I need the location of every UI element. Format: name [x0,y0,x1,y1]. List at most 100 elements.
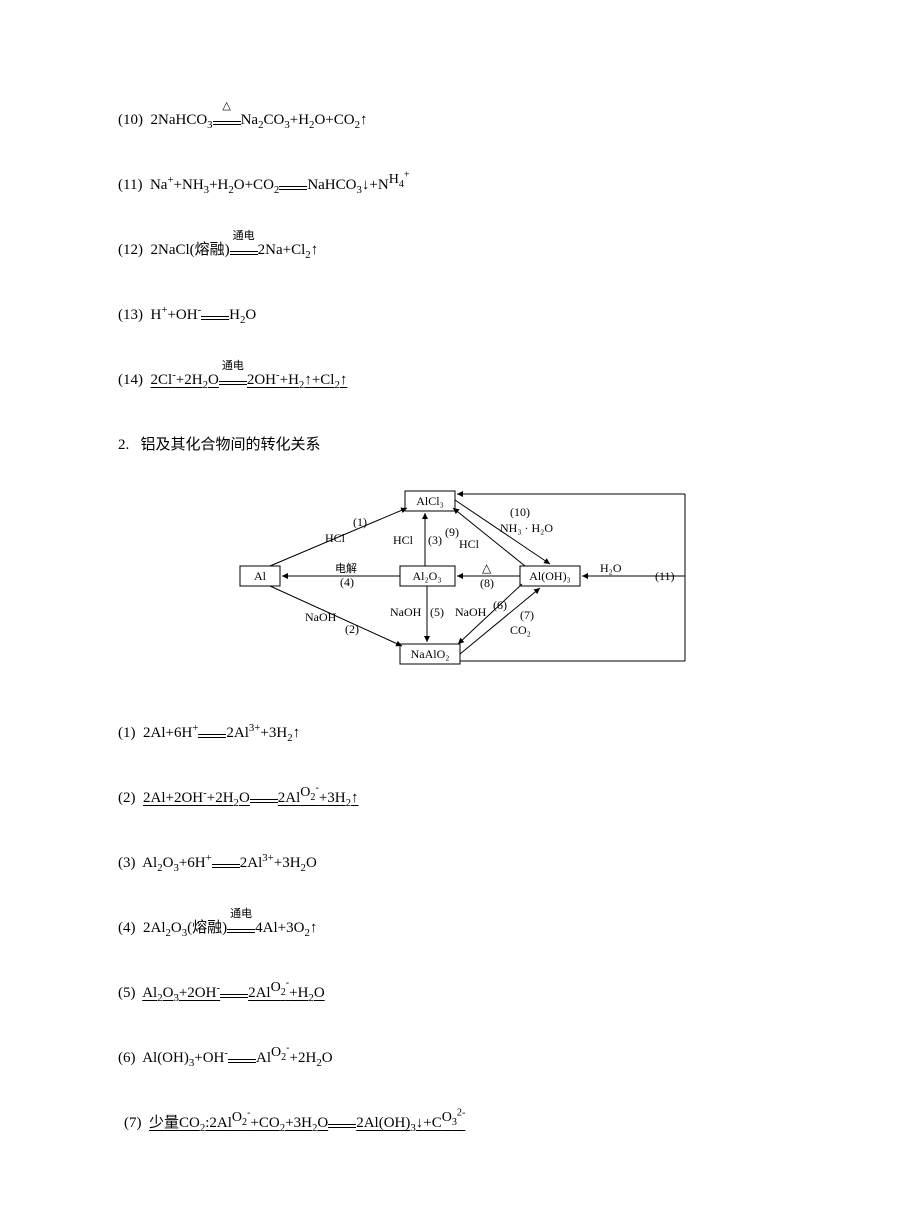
eq-text: 2NaHCO [151,112,208,128]
eq-text: +Cl [312,372,335,388]
aluminum-eq-5: (5) Al2O3+2OH-2AlO2-+H2O [118,983,802,1006]
edge-reagent: △ [482,561,492,575]
eq-sub: 2 [281,1052,286,1063]
eq-text: Al [256,1050,271,1066]
edge-reagent: HCl [459,537,480,551]
eq-text: +2H [290,1050,317,1066]
edge-reagent: H₂O [600,561,622,575]
eq-text: 2NaCl(熔融) [151,242,230,258]
eq-text: Al [142,855,157,871]
eq-number: (1) [118,723,136,744]
eq-text: O+CO [234,177,274,193]
node-aloh3: Al(OH)₃ [529,569,571,583]
edge-reagent: NaOH [390,605,422,619]
eq-text: +2H [176,372,203,388]
eq-text: O [314,985,325,1001]
eq-body: 少量CO2:2AlO2-+CO2+3H2O2Al(OH)3↓+CO32- [149,1115,465,1131]
eq-sup: - [286,977,289,988]
eq-text: 2Al [278,790,301,806]
section-heading: 铝及其化合物间的转化关系 [141,437,321,453]
eq-text: 2Al(OH) [356,1115,410,1131]
eq-text: +3H [274,855,301,871]
edge-label: (3) [428,533,442,547]
eq-text: O [239,790,250,806]
eq-sup: 3+ [249,722,261,734]
eq-text: O [300,785,310,800]
eq-body: Na++NH3+H2O+CO2NaHCO3↓+NH4+ [150,177,410,193]
edge-reagent: NaOH [305,610,337,624]
eq-text: O [271,1045,281,1060]
reaction-arrow [279,177,307,198]
eq-number: (7) [124,1113,142,1134]
eq-text: CO [263,112,284,128]
reaction-arrow [250,790,278,811]
reaction-arrow: 通电 [230,242,258,263]
eq-sup: 3+ [262,852,274,864]
eq-text: 2Al [240,855,263,871]
eq-number: (13) [118,305,143,326]
eq-text: Na [241,112,259,128]
ion-co3: O32- [442,1110,466,1125]
eq-text: +OH [194,1050,224,1066]
eq-sub: 2 [242,1117,247,1128]
edge-reagent: HCl [325,531,346,545]
edge-reagent: CO₂ [510,623,531,637]
eq-text: +3H [285,1115,312,1131]
eq-text: +6H [179,855,206,871]
aluminum-eq-7: (7) 少量CO2:2AlO2-+CO2+3H2O2Al(OH)3↓+CO32- [124,1113,802,1136]
eq-sup: - [247,1107,250,1118]
eq-body: 2Cl-+2H2O通电2OH-+H2↑+Cl2↑ [151,372,348,388]
eq-text: +C [423,1115,441,1131]
reaction-arrow [328,1115,356,1136]
eq-text: 2Al [248,985,271,1001]
reaction-arrow [228,1050,256,1071]
eq-text: 2Al+6H [143,725,192,741]
eq-text: 2OH [247,372,276,388]
gas-arrow-icon: ↑ [304,372,312,388]
reaction-arrow: 通电 [219,372,247,393]
eq-text: 2Al+2OH [143,790,203,806]
eq-prefix-label: 少量CO [149,1115,200,1131]
edge-label: (10) [510,505,530,519]
eq-text: 2Al [226,725,249,741]
eq-text: H [151,307,162,323]
eq-text: +3H [260,725,287,741]
eq-text: 2Cl [151,372,173,388]
edge-reagent: 电解 [335,561,357,575]
gas-arrow-icon: ↑ [311,242,319,258]
eq-text: O [171,920,182,936]
gas-arrow-icon: ↑ [360,112,368,128]
eq-text: +H [290,112,309,128]
eq-text: O [208,372,219,388]
eq-text: O [317,1115,328,1131]
edge-label: (7) [520,608,534,622]
eq-text: Al [142,985,157,1001]
arrow-condition: △ [213,99,241,114]
eq-sup: - [286,1042,289,1053]
eq-text: 2Al [143,920,166,936]
eq-text: +3H [319,790,346,806]
eq-number: (2) [118,788,136,809]
equation-13: (13) H++OH-H2O [118,305,802,328]
eq-text: +2H [207,790,234,806]
eq-text: Na [150,177,168,193]
eq-text: H [389,172,399,187]
eq-sub: 2 [281,987,286,998]
section-number: 2. [118,437,129,453]
reaction-arrow: △ [213,112,241,133]
edge-label: (1) [353,515,367,529]
eq-body: Al(OH)3+OH-AlO2-+2H2O [142,1050,332,1066]
edge-label: (8) [480,576,494,590]
eq-text: O+CO [314,112,354,128]
eq-number: (10) [118,110,143,131]
eq-text: +OH [167,307,197,323]
eq-number: (11) [118,175,142,196]
edge-reagent: NaOH [455,605,487,619]
eq-sub: 3 [452,1117,457,1128]
eq-number: (3) [118,853,136,874]
eq-sup: - [315,782,318,793]
eq-body: 2NaHCO3△Na2CO3+H2O+CO2↑ [151,112,368,128]
eq-text: (熔融) [187,920,227,936]
aluminum-diagram: AlCl₃ Al Al₂O₃ Al(OH)₃ NaAlO₂ (1) HCl Na… [230,486,690,683]
node-alcl3: AlCl₃ [416,494,444,508]
